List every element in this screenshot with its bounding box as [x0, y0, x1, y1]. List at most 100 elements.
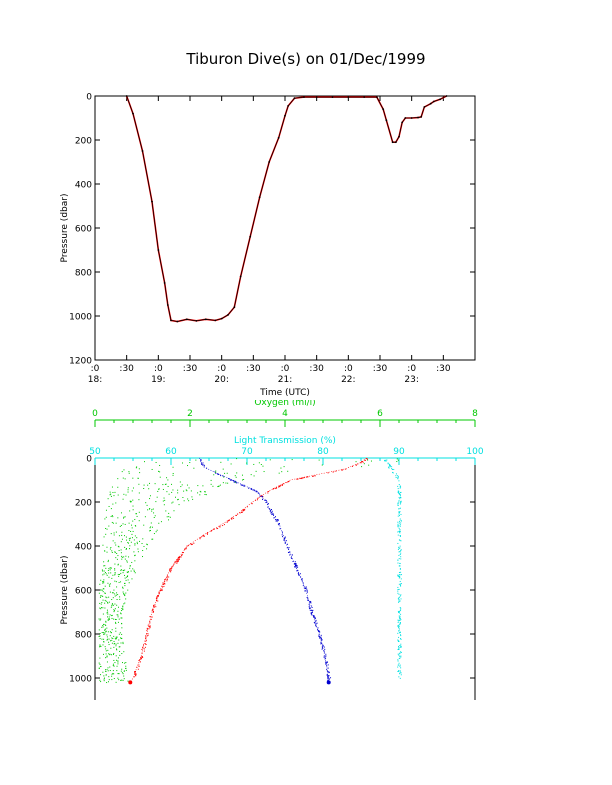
oxygen-point: [110, 632, 112, 634]
salinity-point: [291, 557, 293, 559]
temperature-point: [187, 545, 189, 547]
light-point: [400, 540, 402, 542]
oxygen-point: [172, 489, 174, 491]
oxygen-point: [361, 466, 363, 468]
temperature-point: [174, 560, 176, 562]
oxygen-point: [151, 510, 153, 512]
salinity-point: [287, 551, 289, 553]
oxygen-point: [98, 662, 100, 664]
light-point: [397, 521, 399, 523]
light-point: [399, 507, 401, 509]
light-point: [398, 645, 400, 647]
oxygen-point: [111, 637, 113, 639]
oxygen-point: [199, 490, 201, 492]
light-point: [397, 475, 399, 477]
temperature-point: [211, 530, 213, 532]
light-point: [399, 607, 401, 609]
oxygen-point: [117, 616, 119, 618]
oxygen-point: [120, 552, 122, 554]
oxygen-point: [107, 613, 109, 615]
oxygen-point: [100, 579, 102, 581]
oxygen-point: [117, 494, 119, 496]
salinity-point: [228, 478, 230, 480]
temperature-point: [144, 646, 146, 648]
temperature-point: [149, 627, 151, 629]
oxygen-point: [130, 501, 132, 503]
oxygen-point: [134, 544, 136, 546]
oxygen-point: [168, 493, 170, 495]
light-point: [398, 508, 400, 510]
temperature-point: [163, 585, 165, 587]
salinity-point: [200, 459, 202, 461]
oxygen-point: [101, 638, 103, 640]
oxygen-point: [166, 516, 168, 518]
oxygen-point: [129, 537, 131, 539]
oxygen-point: [127, 491, 129, 493]
salinity-point: [273, 514, 275, 516]
oxygen-point: [115, 531, 117, 533]
light-point: [400, 638, 402, 640]
oxygen-point: [124, 602, 126, 604]
oxygen-point: [241, 474, 243, 476]
salinity-point: [316, 622, 318, 624]
x-tick-label: :30: [373, 364, 388, 374]
oxygen-point: [213, 474, 215, 476]
oxygen-point: [126, 561, 128, 563]
oxygen-point: [123, 469, 125, 471]
oxygen-point: [134, 518, 136, 520]
oxygen-point: [114, 572, 116, 574]
light-point: [398, 500, 400, 502]
light-point: [399, 545, 401, 547]
oxygen-point: [120, 572, 122, 574]
oxygen-point: [100, 595, 102, 597]
oxygen-point: [146, 543, 148, 545]
salinity-point: [321, 646, 323, 648]
oxygen-point: [125, 548, 127, 550]
oxygen-point: [122, 641, 124, 643]
salinity-point: [284, 542, 286, 544]
temperature-point: [362, 461, 364, 463]
oxygen-point: [117, 478, 119, 480]
oxygen-point: [110, 495, 112, 497]
light-point: [389, 465, 391, 467]
salinity-point: [283, 538, 285, 540]
oxygen-point: [253, 463, 255, 465]
pressure-point: [157, 249, 160, 251]
oxygen-point: [138, 492, 140, 494]
oxygen-point: [107, 638, 109, 640]
oxygen-point: [133, 569, 135, 571]
temperature-point: [251, 503, 253, 505]
salinity-point: [271, 510, 273, 512]
light-point: [399, 518, 401, 520]
oxygen-point: [127, 579, 129, 581]
salinity-point: [327, 677, 329, 679]
salinity-point: [326, 670, 328, 672]
oxygen-point: [100, 681, 102, 683]
temperature-point: [267, 492, 269, 494]
oxygen-point: [106, 655, 108, 657]
oxygen-point: [212, 485, 214, 487]
oxygen-point: [105, 650, 107, 652]
y-tick-label: 600: [75, 587, 92, 597]
light-point: [397, 515, 399, 517]
light-point: [398, 497, 400, 499]
temperature-point: [313, 475, 315, 477]
oxygen-point: [219, 484, 221, 486]
temperature-point: [154, 604, 156, 606]
temperature-point: [170, 569, 172, 571]
pressure-point: [445, 95, 448, 97]
temperature-point: [281, 483, 283, 485]
salinity-point: [319, 631, 321, 633]
salinity-point: [292, 560, 294, 562]
oxygen-point: [127, 489, 129, 491]
salinity-point: [243, 485, 245, 487]
light-point: [400, 667, 402, 669]
oxygen-point: [215, 471, 217, 473]
oxygen-point: [111, 639, 113, 641]
oxygen-point: [117, 573, 119, 575]
light-point: [397, 660, 399, 662]
oxygen-point: [106, 656, 108, 658]
light-point: [400, 619, 402, 621]
temperature-point: [157, 594, 159, 596]
light-point: [398, 654, 400, 656]
